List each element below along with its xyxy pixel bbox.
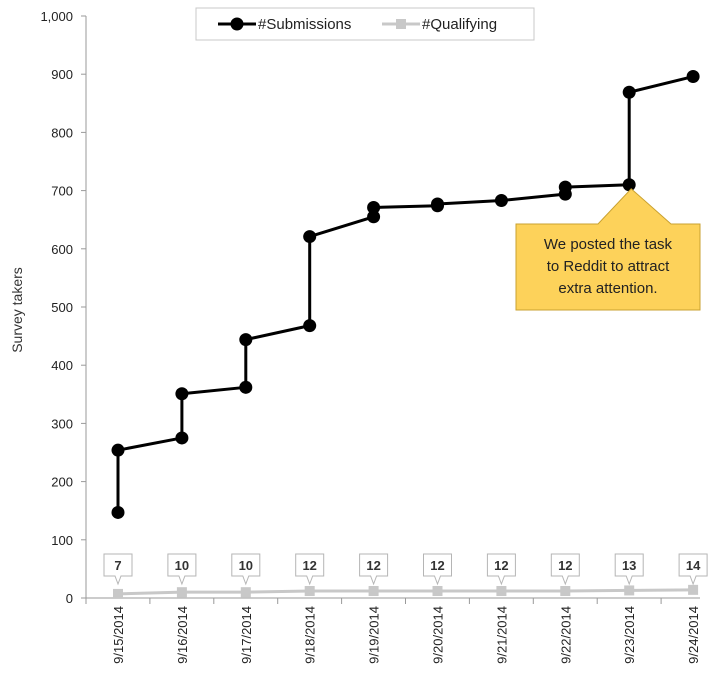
data-point bbox=[175, 387, 189, 401]
x-tick-label: 9/17/2014 bbox=[239, 606, 254, 664]
y-tick-label: 100 bbox=[51, 533, 73, 548]
y-tick-label: 900 bbox=[51, 67, 73, 82]
data-point bbox=[175, 431, 189, 445]
data-label-text: 14 bbox=[686, 558, 701, 573]
data-point bbox=[368, 586, 379, 597]
y-axis-ticks: 0 100 200 300 400 500 600 700 800 900 1,000 bbox=[40, 9, 86, 606]
data-label-box bbox=[103, 553, 133, 586]
data-label-text: 10 bbox=[175, 558, 189, 573]
data-point bbox=[367, 200, 381, 214]
x-tick-label: 9/23/2014 bbox=[622, 606, 637, 664]
data-point bbox=[176, 587, 187, 598]
annotation-callout: We posted the task to Reddit to attract ex… bbox=[515, 188, 701, 311]
x-tick-label: 9/18/2014 bbox=[303, 606, 318, 664]
x-tick-label: 9/19/2014 bbox=[367, 606, 382, 664]
x-tick-label: 9/24/2014 bbox=[686, 606, 701, 664]
y-axis-label: Survey takers bbox=[9, 267, 25, 353]
y-tick-label: 700 bbox=[51, 184, 73, 199]
data-label-box bbox=[678, 553, 708, 586]
data-label-box bbox=[423, 553, 452, 586]
data-point bbox=[239, 380, 253, 394]
data-point bbox=[303, 230, 317, 244]
y-tick-label: 600 bbox=[51, 242, 73, 257]
data-label: 12 bbox=[423, 553, 452, 586]
data-point bbox=[622, 85, 636, 99]
data-point bbox=[494, 193, 508, 207]
x-axis-ticks: 9/15/2014 9/16/2014 9/17/2014 9/18/2014 9/19… bbox=[85, 598, 701, 664]
annotation-box bbox=[515, 188, 701, 311]
series bbox=[111, 70, 700, 599]
x-tick-label: 9/22/2014 bbox=[558, 606, 573, 664]
legend-swatch-marker bbox=[230, 17, 244, 31]
data-label-text: 12 bbox=[366, 558, 380, 573]
data-labels: 7 10 10 12 12 12 12 12 13 14 bbox=[103, 553, 708, 586]
y-tick-label: 200 bbox=[51, 475, 73, 490]
data-point bbox=[239, 333, 253, 347]
data-point bbox=[688, 584, 699, 595]
data-label: 13 bbox=[614, 553, 644, 586]
y-tick-label: 300 bbox=[51, 416, 73, 431]
data-label: 12 bbox=[359, 553, 389, 586]
data-label: 10 bbox=[167, 553, 197, 586]
series-submissions bbox=[111, 70, 700, 519]
data-label-box bbox=[550, 553, 580, 586]
annotation-text: We posted the task bbox=[544, 236, 673, 253]
data-point bbox=[558, 180, 572, 194]
data-point bbox=[560, 586, 571, 597]
legend-label: #Submissions bbox=[258, 16, 351, 33]
y-tick-label: 1,000 bbox=[40, 9, 73, 24]
annotation-text: extra attention. bbox=[558, 280, 657, 297]
data-label-box bbox=[231, 553, 261, 586]
data-label: 12 bbox=[550, 553, 580, 586]
data-label: 14 bbox=[678, 553, 708, 586]
x-tick-label: 9/21/2014 bbox=[494, 606, 509, 664]
data-point bbox=[240, 587, 251, 598]
y-tick-label: 0 bbox=[66, 591, 73, 606]
data-label-text: 12 bbox=[494, 558, 508, 573]
data-label-box bbox=[614, 553, 644, 586]
legend-label: #Qualifying bbox=[422, 16, 497, 33]
data-label-text: 12 bbox=[558, 558, 572, 573]
data-point bbox=[622, 178, 636, 192]
y-tick-label: 800 bbox=[51, 125, 73, 140]
data-point bbox=[432, 586, 443, 597]
data-label-text: 12 bbox=[430, 558, 444, 573]
annotation-text: to Reddit to attract bbox=[547, 258, 670, 275]
y-tick-label: 400 bbox=[51, 358, 73, 373]
data-label-text: 12 bbox=[302, 558, 316, 573]
data-point bbox=[624, 585, 635, 596]
data-label-box bbox=[295, 553, 325, 586]
series-line bbox=[117, 588, 694, 596]
data-point bbox=[111, 505, 125, 519]
data-label-box bbox=[167, 553, 197, 586]
data-point bbox=[113, 588, 123, 599]
x-tick-label: 9/15/2014 bbox=[111, 606, 126, 664]
data-point bbox=[367, 210, 381, 224]
series-qualifying bbox=[113, 584, 699, 599]
data-label-text: 7 bbox=[114, 558, 121, 573]
data-label-text: 13 bbox=[622, 558, 636, 573]
x-tick-label: 9/20/2014 bbox=[431, 606, 446, 664]
data-label: 10 bbox=[231, 553, 261, 586]
data-point bbox=[496, 586, 507, 597]
y-tick-label: 500 bbox=[51, 300, 73, 315]
data-point bbox=[686, 70, 700, 84]
data-label: 12 bbox=[295, 553, 325, 586]
data-point bbox=[304, 586, 315, 597]
data-label-text: 10 bbox=[239, 558, 253, 573]
data-point bbox=[431, 197, 444, 211]
data-label: 7 bbox=[103, 553, 133, 586]
legend-swatch-marker bbox=[396, 19, 406, 29]
data-point bbox=[303, 319, 317, 333]
data-point bbox=[111, 443, 125, 457]
data-label: 12 bbox=[486, 553, 516, 586]
data-label-box bbox=[486, 553, 516, 586]
x-tick-label: 9/16/2014 bbox=[175, 606, 190, 664]
data-label-box bbox=[359, 553, 389, 586]
legend: #Submissions #Qualifying bbox=[195, 7, 535, 41]
